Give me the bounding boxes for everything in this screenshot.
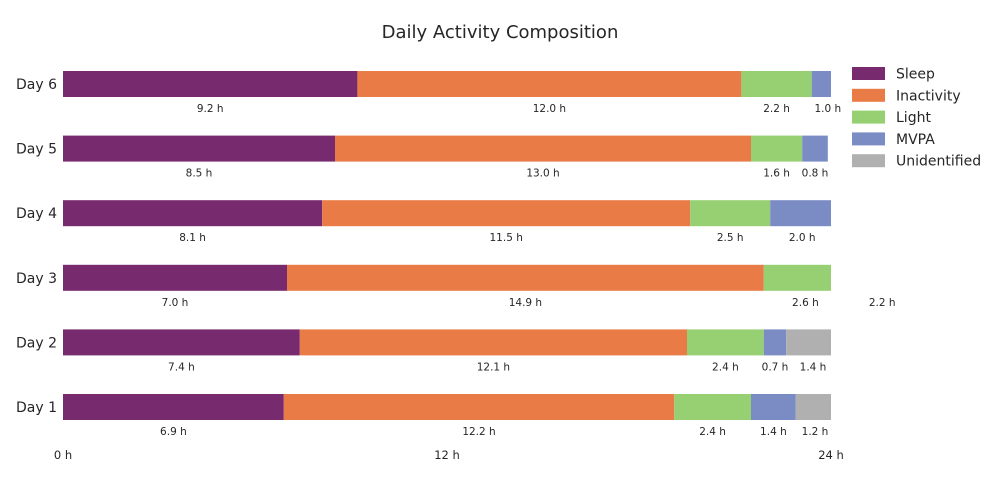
data-label-day-6-light: 2.2 h [763, 103, 790, 115]
bar-day-5-sleep [63, 135, 335, 162]
bar-day-3-sleep [63, 264, 287, 291]
data-label-day-1-light: 2.4 h [699, 426, 726, 438]
data-label-day-5-sleep: 8.5 h [186, 168, 213, 180]
data-label-day-6-inactivity: 12.0 h [533, 103, 566, 115]
x-tick-24: 24 h [818, 448, 844, 462]
data-label-day-5-inactivity: 13.0 h [526, 168, 559, 180]
bar-day-5-mvpa [802, 135, 828, 162]
legend-label-sleep: Sleep [896, 67, 935, 83]
legend-swatch-mvpa [852, 132, 885, 146]
y-label-day-6: Day 6 [16, 77, 57, 93]
x-tick-12: 12 h [434, 448, 460, 462]
x-axis-ticks: 0 h 12 h 24 h [54, 448, 844, 462]
x-tick-0: 0 h [54, 448, 72, 462]
data-label-day-1-sleep: 6.9 h [160, 426, 187, 438]
legend-swatch-unidentified [852, 154, 885, 168]
data-label-day-1-unidentified: 1.2 h [802, 426, 829, 438]
chart-title: Daily Activity Composition [382, 22, 619, 43]
y-label-day-2: Day 2 [16, 335, 57, 351]
data-label-day-4-sleep: 8.1 h [179, 232, 206, 244]
bar-day-4-sleep [63, 200, 323, 227]
legend-label-inactivity: Inactivity [896, 88, 961, 104]
bar-day-5-inactivity [335, 135, 751, 162]
data-label-day-3-sleep: 7.0 h [162, 297, 189, 309]
bar-day-6-sleep [63, 71, 358, 97]
bar-day-2-mvpa [763, 329, 787, 356]
data-label-day-1-mvpa: 1.4 h [760, 426, 787, 438]
bar-day-1-inactivity [283, 394, 675, 420]
bar-day-1-unidentified [795, 394, 831, 420]
bar-day-6-light [741, 71, 812, 97]
legend-label-unidentified: Unidentified [896, 154, 981, 170]
data-label-day-5-mvpa: 0.8 h [802, 168, 829, 180]
bar-day-4-light [690, 200, 771, 227]
data-label-day-2-sleep: 7.4 h [168, 361, 195, 373]
y-label-day-4: Day 4 [16, 206, 57, 222]
data-label-day-2-inactivity: 12.1 h [477, 361, 510, 373]
data-label-day-5-light: 1.6 h [763, 168, 790, 180]
bar-day-1-sleep [63, 394, 284, 420]
bar-day-4-inactivity [322, 200, 691, 227]
data-label-day-2-light: 2.4 h [712, 361, 739, 373]
y-label-day-1: Day 1 [16, 400, 57, 416]
bar-day-1-light [674, 394, 751, 420]
bar-day-1-mvpa [751, 394, 796, 420]
data-label-day-3-mvpa: 2.2 h [869, 297, 896, 309]
data-label-day-4-inactivity: 11.5 h [490, 232, 523, 244]
bar-day-2-light [687, 329, 764, 356]
data-label-day-2-unidentified: 1.4 h [800, 361, 827, 373]
data-label-day-1-inactivity: 12.2 h [462, 426, 495, 438]
legend-swatch-light [852, 110, 885, 124]
bar-day-2-unidentified [786, 329, 831, 356]
data-label-day-3-inactivity: 14.9 h [509, 297, 542, 309]
legend-label-mvpa: MVPA [896, 132, 935, 148]
bar-day-6-inactivity [357, 71, 742, 97]
y-axis-labels: Day 1 Day 2 Day 3 Day 4 Day 5 Day 6 [16, 77, 57, 416]
data-label-day-4-light: 2.5 h [717, 232, 744, 244]
bar-day-2-sleep [63, 329, 300, 356]
legend: Sleep Inactivity Light MVPA Unidentified [852, 67, 981, 170]
bar-day-5-light [751, 135, 803, 162]
data-label-day-4-mvpa: 2.0 h [789, 232, 816, 244]
y-label-day-3: Day 3 [16, 271, 57, 287]
data-label-day-3-light: 2.6 h [792, 297, 819, 309]
bar-day-3-inactivity [287, 264, 764, 291]
data-label-day-2-mvpa: 0.7 h [762, 361, 789, 373]
legend-swatch-inactivity [852, 88, 885, 102]
bar-day-2-inactivity [299, 329, 687, 356]
legend-swatch-sleep [852, 67, 885, 80]
bar-day-6-mvpa [811, 71, 831, 97]
data-label-day-6-sleep: 9.2 h [197, 103, 224, 115]
bar-day-4-mvpa [770, 200, 831, 227]
y-label-day-5: Day 5 [16, 142, 57, 158]
legend-label-light: Light [896, 110, 931, 126]
bar-day-3-light [763, 264, 831, 291]
data-labels-group: 6.9 h 12.2 h 2.4 h 1.4 h 1.2 h 7.4 h 12.1 h 2.4… [160, 103, 896, 438]
bars-group [63, 71, 831, 420]
data-label-day-6-mvpa: 1.0 h [814, 103, 841, 115]
